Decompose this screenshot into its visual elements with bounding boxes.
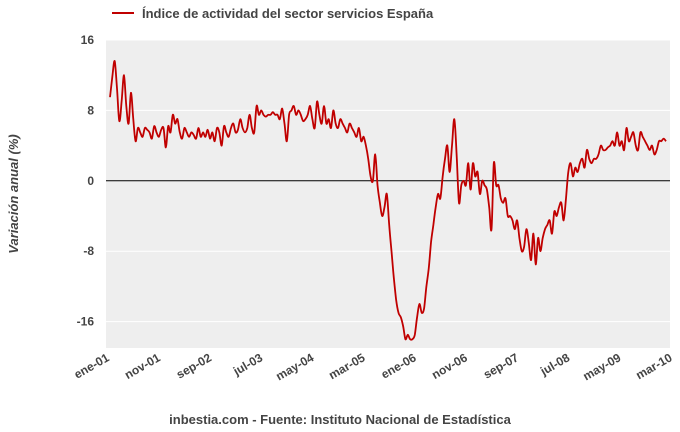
x-tick-label: mar-10 [633, 350, 674, 382]
y-axis-title: Variación anual (%) [6, 134, 21, 253]
legend-swatch [112, 12, 134, 14]
x-tick-label: nov-01 [122, 350, 163, 382]
x-tick-label: may-09 [580, 350, 623, 383]
x-tick-label: sep-02 [174, 350, 214, 381]
x-tick-label: may-04 [273, 350, 316, 383]
legend: Índice de actividad del sector servicios… [112, 4, 433, 22]
y-tick-label: -8 [83, 244, 94, 258]
y-tick-label: -16 [77, 315, 95, 329]
x-tick-label: sep-07 [481, 350, 521, 381]
y-tick-label: 8 [87, 103, 94, 117]
x-tick-label: nov-06 [429, 350, 470, 382]
x-tick-label: jul-03 [230, 350, 265, 378]
x-tick-label: ene-01 [72, 350, 112, 381]
x-tick-label: mar-05 [326, 350, 367, 382]
legend-label: Índice de actividad del sector servicios… [142, 5, 434, 21]
x-tick-label: ene-06 [379, 350, 419, 381]
series-line [109, 60, 667, 341]
source-caption: inbestia.com - Fuente: Instituto Naciona… [169, 412, 511, 427]
plot-area [106, 40, 670, 348]
x-tick-label: jul-08 [537, 350, 572, 378]
y-tick-label: 0 [87, 174, 94, 188]
y-tick-label: 16 [81, 33, 95, 47]
